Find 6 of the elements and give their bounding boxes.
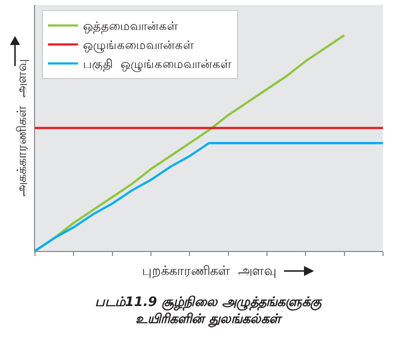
- x-axis-title: புறக்காரணிகள் அளவு: [142, 264, 276, 279]
- legend-label: பகுதி ஒழுங்கமைவான்கள்: [82, 57, 232, 72]
- y-axis-title: அகக்காரணிகள் அளவு: [14, 59, 30, 197]
- text: படம்11.9 சூழ்நிலை அழுத்தங்களுக்கு உயிரிகளின் துலங்கல்கள்: [95, 295, 324, 328]
- legend-label: ஒத்தமைவான்கள்: [82, 19, 178, 34]
- legend-label: ஒழுங்கமைவான்கள்: [82, 38, 194, 54]
